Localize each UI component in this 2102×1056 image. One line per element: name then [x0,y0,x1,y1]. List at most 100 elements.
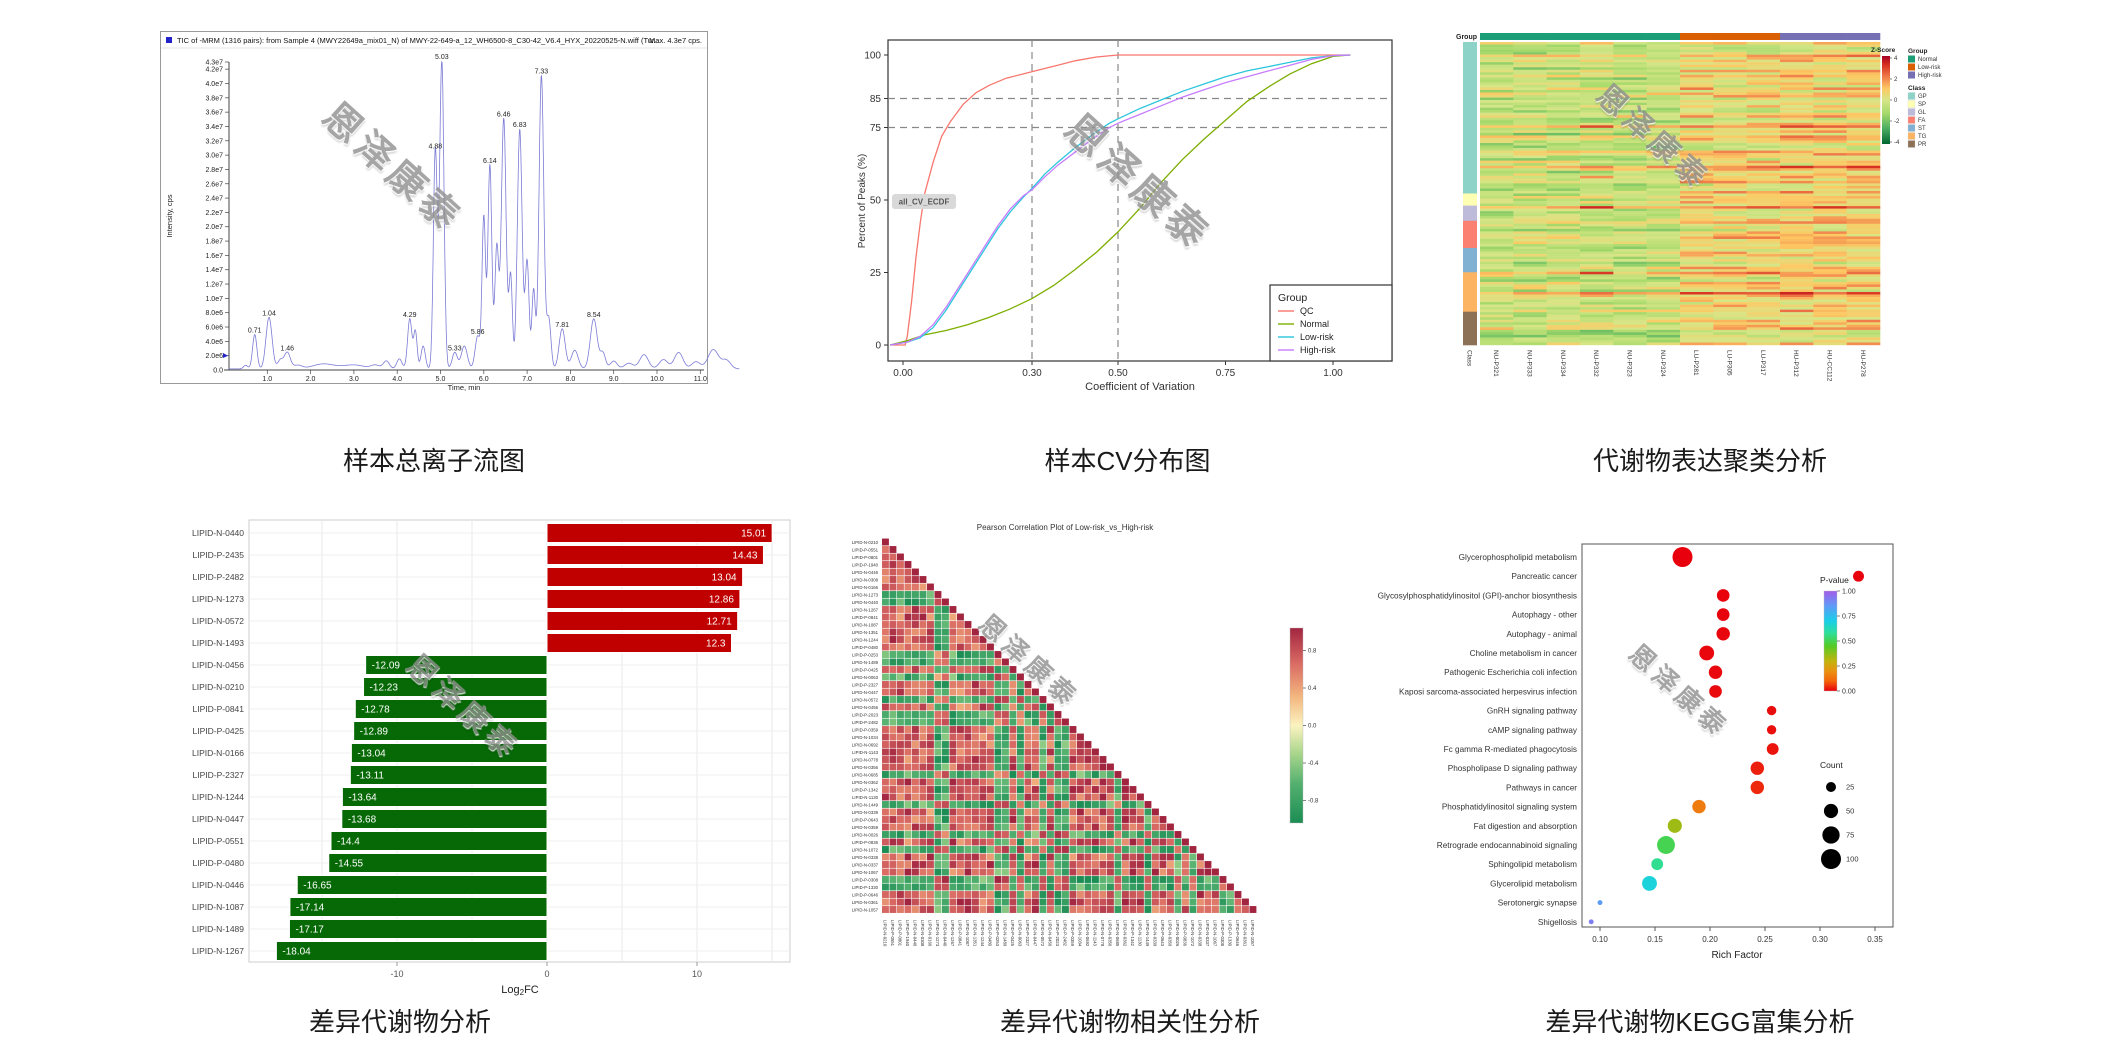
svg-text:LIPID-P-2435: LIPID-P-2435 [193,550,245,560]
svg-text:12.71: 12.71 [707,617,732,628]
svg-text:14.43: 14.43 [732,551,757,562]
svg-text:4.0e6: 4.0e6 [205,339,223,346]
svg-text:LIPID-N-0685: LIPID-N-0685 [1115,920,1120,947]
svg-text:6.0: 6.0 [479,376,489,383]
svg-text:0.50: 0.50 [1842,639,1856,646]
svg-text:-17.17: -17.17 [295,925,324,936]
svg-text:12.86: 12.86 [709,595,734,606]
svg-text:LIPID-P-0253: LIPID-P-0253 [995,920,1000,947]
svg-text:LIPID-N-1072: LIPID-N-1072 [852,848,879,853]
svg-text:-12.89: -12.89 [360,727,389,738]
svg-text:1.8e7: 1.8e7 [205,239,223,246]
svg-text:0.71: 0.71 [248,328,262,335]
svg-text:NU-P321: NU-P321 [1492,350,1499,377]
svg-text:LIPID-N-0446: LIPID-N-0446 [852,570,879,575]
svg-text:25: 25 [870,268,882,279]
svg-text:3.0: 3.0 [349,376,359,383]
svg-text:LIPID-N-0447: LIPID-N-0447 [852,690,879,695]
svg-text:Rich Factor: Rich Factor [1711,950,1763,961]
svg-text:LIPID-N-1449: LIPID-N-1449 [852,803,879,808]
svg-text:10: 10 [692,969,702,979]
svg-text:HU-CC112: HU-CC112 [1826,350,1833,382]
svg-text:LIPID-P-2482: LIPID-P-2482 [852,720,879,725]
svg-text:50: 50 [1846,807,1854,816]
svg-text:LIPID-N-1130: LIPID-N-1130 [1138,920,1143,947]
svg-text:GP: GP [1918,94,1927,100]
svg-text:QC: QC [1300,306,1314,316]
svg-text:LIPID-P-0643: LIPID-P-0643 [852,818,879,823]
svg-text:LIPID-N-1034: LIPID-N-1034 [1078,920,1083,947]
svg-text:0.15: 0.15 [1647,935,1663,944]
cluster-heatmap-chart: Group Class NU-P321 NU-P333 NU-P334 NU-P332 NU… [1456,33,1943,382]
svg-text:HU-P278: HU-P278 [1859,350,1866,377]
svg-text:5.0: 5.0 [436,376,446,383]
svg-text:Serotonergic synapse: Serotonergic synapse [1498,899,1578,908]
svg-text:3.6e7: 3.6e7 [205,110,223,117]
svg-text:0.75: 0.75 [1842,614,1856,621]
svg-text:15.01: 15.01 [741,529,766,540]
svg-text:LIPID-N-0210: LIPID-N-0210 [852,540,879,545]
svg-text:7.33: 7.33 [535,68,549,75]
svg-text:8.0e6: 8.0e6 [205,310,223,317]
svg-text:-13.68: -13.68 [348,815,377,826]
svg-text:Pearson Correlation Plot of Lo: Pearson Correlation Plot of Low-risk_vs_… [977,523,1155,532]
svg-text:LIPID-N-1143: LIPID-N-1143 [1093,920,1098,947]
svg-text:LIPID-P-0308: LIPID-P-0308 [852,878,879,883]
svg-text:GL: GL [1918,110,1927,116]
svg-text:LIPID-N-0166: LIPID-N-0166 [852,585,879,590]
svg-text:5.33: 5.33 [448,346,462,353]
svg-text:LIPID-P-1940: LIPID-P-1940 [852,563,879,568]
svg-text:0.8: 0.8 [1308,649,1317,655]
svg-text:13.04: 13.04 [712,573,737,584]
svg-text:PR: PR [1918,142,1927,148]
svg-text:Max. 4.3e7 cps.: Max. 4.3e7 cps. [649,36,702,45]
svg-text:Group: Group [1278,292,1307,304]
svg-text:-14.4: -14.4 [337,837,360,848]
svg-text:LIPID-P-1940: LIPID-P-1940 [905,920,910,947]
svg-text:P-value: P-value [1820,575,1849,585]
svg-text:2.4e7: 2.4e7 [205,196,223,203]
tic-chromatogram-chart: TIC of -MRM (1316 pairs): from Sample 4 … [160,31,740,392]
svg-text:LIPID-N-0440: LIPID-N-0440 [852,600,879,605]
svg-text:0.25: 0.25 [1842,664,1856,671]
svg-text:LIPID-N-0456: LIPID-N-0456 [192,660,244,670]
svg-text:LIPID-P-2327: LIPID-P-2327 [1025,920,1030,947]
svg-text:LIPID-P-0551: LIPID-P-0551 [193,836,245,846]
svg-text:7.81: 7.81 [555,322,569,329]
svg-text:0.30: 0.30 [1022,368,1042,379]
svg-text:LU-P305: LU-P305 [1726,350,1733,376]
svg-text:-0.4: -0.4 [1308,761,1319,767]
svg-text:Autophagy - other: Autophagy - other [1512,611,1577,620]
svg-text:LIPID-N-1351: LIPID-N-1351 [973,920,978,947]
svg-text:0.50: 0.50 [1108,368,1128,379]
svg-text:0.25: 0.25 [1757,935,1773,944]
svg-text:LIPID-N-0338: LIPID-N-0338 [1198,920,1203,947]
svg-text:LIPID-N-0308: LIPID-N-0308 [920,920,925,947]
svg-text:Coefficient of Variation: Coefficient of Variation [1085,381,1195,393]
svg-text:50: 50 [870,196,882,207]
svg-text:LIPID-N-1489: LIPID-N-1489 [852,660,879,665]
svg-text:LIPID-N-0338: LIPID-N-0338 [852,855,879,860]
svg-text:8.0: 8.0 [566,376,576,383]
svg-text:LIPID-P-0551: LIPID-P-0551 [890,920,895,947]
caption-kegg: 差异代谢物KEGG富集分析 [1545,1007,1855,1037]
svg-text:-0.8: -0.8 [1308,799,1319,805]
svg-text:75: 75 [1846,831,1854,840]
svg-text:Normal: Normal [1918,57,1937,63]
svg-text:0.10: 0.10 [1592,935,1608,944]
svg-text:6.46: 6.46 [497,111,511,118]
svg-text:12.3: 12.3 [706,639,726,650]
svg-text:LIPID-P-0836: LIPID-P-0836 [852,840,879,845]
svg-text:LIPID-P-1330: LIPID-P-1330 [852,885,879,890]
svg-text:Pancreatic cancer: Pancreatic cancer [1511,572,1577,581]
svg-text:4.88: 4.88 [428,144,442,151]
svg-text:LIPID-P-0646: LIPID-P-0646 [852,893,879,898]
svg-text:LIPID-P-0551: LIPID-P-0551 [852,548,879,553]
svg-text:LIPID-P-0308: LIPID-P-0308 [1220,920,1225,947]
svg-text:LIPID-P-2023: LIPID-P-2023 [1055,920,1060,947]
svg-text:LIPID-N-0063: LIPID-N-0063 [852,675,879,680]
svg-text:Phosphatidylinositol signaling: Phosphatidylinositol signaling system [1442,803,1577,812]
svg-text:0.75: 0.75 [1216,368,1236,379]
caption-heatmap: 代谢物表达聚类分析 [1592,446,1827,476]
svg-text:Shigellosis: Shigellosis [1538,918,1577,927]
